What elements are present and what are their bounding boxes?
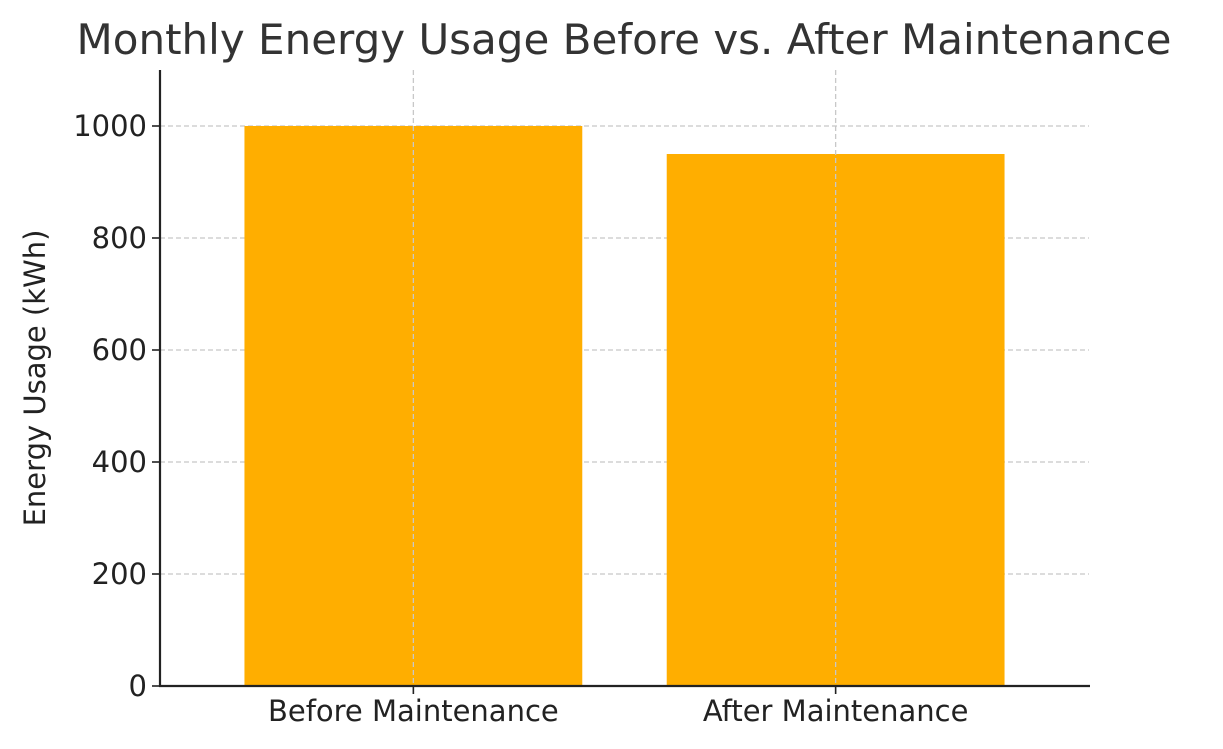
- y-tick-label: 600: [92, 333, 147, 367]
- x-tick-label: After Maintenance: [703, 694, 969, 728]
- chart-title: Monthly Energy Usage Before vs. After Ma…: [77, 15, 1172, 64]
- bars: [244, 70, 1005, 686]
- y-axis-ticks: 0 200 400 600 800 1000: [73, 109, 160, 703]
- y-tick-label: 800: [92, 221, 147, 255]
- x-tick-label: Before Maintenance: [268, 694, 559, 728]
- y-axis-label: Energy Usage (kWh): [18, 230, 52, 527]
- y-tick-label: 0: [129, 669, 147, 703]
- y-tick-label: 400: [92, 445, 147, 479]
- x-axis-ticks: Before Maintenance After Maintenance: [268, 686, 968, 728]
- y-tick-label: 1000: [73, 109, 147, 143]
- y-tick-label: 200: [92, 557, 147, 591]
